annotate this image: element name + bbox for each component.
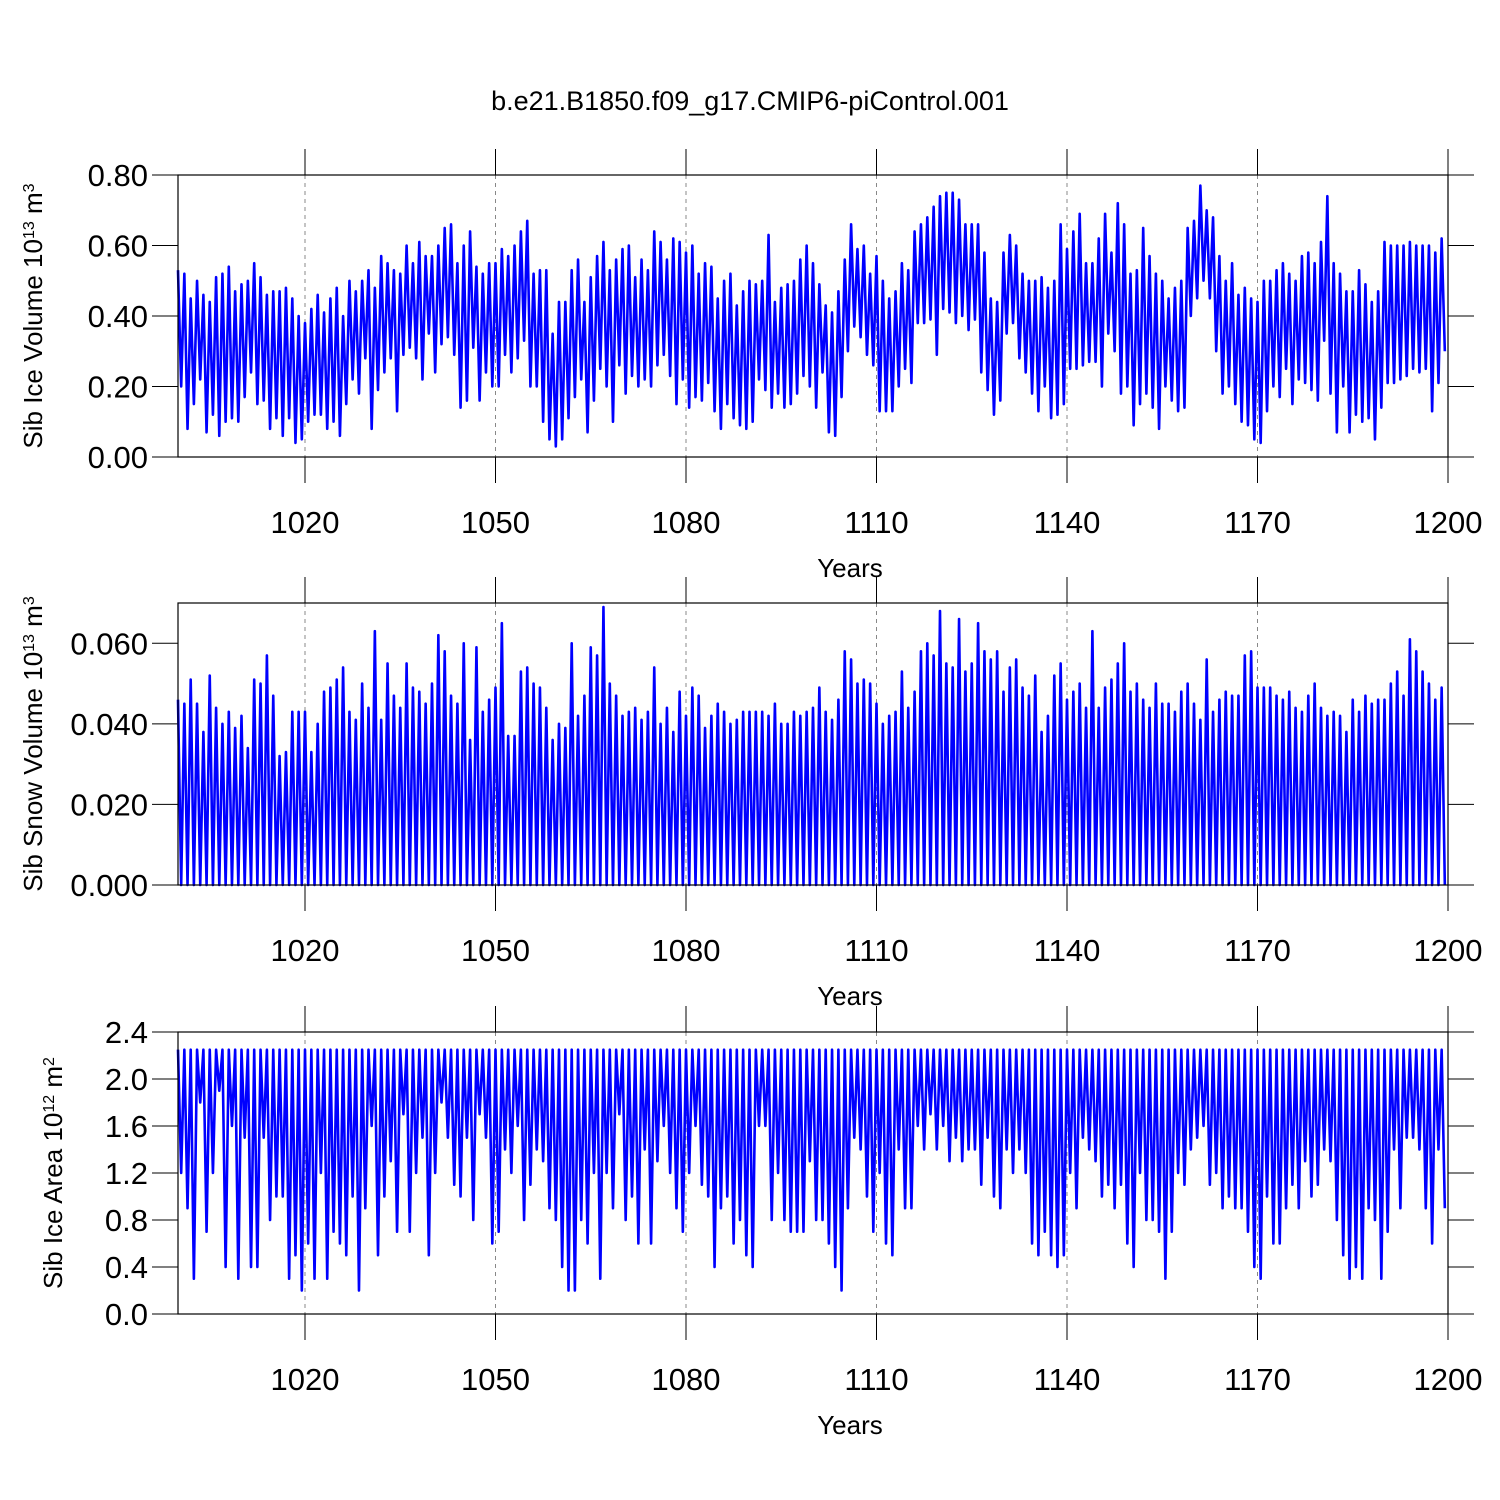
- y-tick-label: 0.8: [105, 1203, 148, 1238]
- x-tick-label: 1200: [1414, 505, 1483, 540]
- plot-frame: [177, 602, 1449, 886]
- y-tick-label: 0.60: [88, 229, 148, 264]
- y-tick-label: 1.2: [105, 1156, 148, 1191]
- y-tick-label: 0.000: [70, 868, 148, 903]
- y-tick-label: 0.020: [70, 787, 148, 822]
- x-tick-label: 1170: [1224, 933, 1291, 968]
- data-line: [176, 1048, 1447, 1292]
- y-label-space: [38, 1088, 68, 1095]
- y-label-unit: m: [38, 1066, 68, 1088]
- y-tick-label: 0.20: [88, 370, 148, 405]
- y-label-exponent: 13: [21, 221, 38, 239]
- y-tick-label: 0.060: [70, 626, 148, 661]
- y-label-text: Sib Snow Volume 10: [18, 652, 48, 892]
- y-tick-label: 0.0: [105, 1297, 148, 1332]
- y-label-exponent: 12: [41, 1095, 58, 1113]
- y-axis-label: Sib Ice Volume 1013 m3: [18, 183, 48, 448]
- x-tick-label: 1050: [461, 1362, 530, 1397]
- y-axis-label: Sib Snow Volume 1013 m3: [18, 596, 48, 892]
- x-tick-label: 1170: [1224, 505, 1291, 540]
- y-tick-label: 0.40: [88, 299, 148, 334]
- x-tick-label: 1050: [461, 505, 530, 540]
- y-label-text: Sib Ice Volume 10: [18, 239, 48, 449]
- y-tick-label: 2.0: [105, 1062, 148, 1097]
- plot-frame: [177, 174, 1449, 458]
- plot-frame: [177, 1031, 1449, 1315]
- x-tick-label: 1080: [652, 933, 721, 968]
- y-label-text: Sib Ice Area 10: [38, 1113, 68, 1289]
- x-tick-label: 1080: [652, 1362, 721, 1397]
- y-label-exponent: 13: [21, 634, 38, 652]
- data-line: [176, 605, 1447, 887]
- y-tick-label: 1.6: [105, 1109, 148, 1144]
- y-tick-label: 0.4: [105, 1250, 148, 1285]
- y-tick-label: 0.80: [88, 158, 148, 193]
- x-tick-label: 1140: [1034, 505, 1101, 540]
- y-tick-label: 2.4: [105, 1015, 148, 1050]
- x-tick-label: 1200: [1414, 1362, 1483, 1397]
- y-label-space: [18, 627, 48, 634]
- x-axis-label: Years: [817, 1410, 883, 1440]
- x-tick-label: 1020: [271, 933, 340, 968]
- x-tick-label: 1200: [1414, 933, 1483, 968]
- x-tick-label: 1020: [271, 1362, 340, 1397]
- x-tick-label: 1080: [652, 505, 721, 540]
- x-tick-label: 1170: [1224, 1362, 1291, 1397]
- y-label-unit: m: [18, 192, 48, 214]
- y-label-unit-exponent: 3: [21, 183, 38, 192]
- x-tick-label: 1050: [461, 933, 530, 968]
- x-tick-label: 1110: [844, 933, 908, 968]
- y-tick-label: 0.00: [88, 440, 148, 475]
- y-label-unit: m: [18, 605, 48, 627]
- x-tick-label: 1140: [1034, 1362, 1101, 1397]
- data-line: [176, 184, 1447, 448]
- y-label-unit-exponent: 3: [21, 596, 38, 605]
- y-tick-label: 0.040: [70, 707, 148, 742]
- y-axis-label: Sib Ice Area 1012 m2: [38, 1057, 68, 1289]
- x-tick-label: 1110: [844, 505, 908, 540]
- x-tick-label: 1140: [1034, 933, 1101, 968]
- chart-title: b.e21.B1850.f09_g17.CMIP6-piControl.001: [491, 86, 1009, 116]
- x-tick-label: 1020: [271, 505, 340, 540]
- y-label-space: [18, 214, 48, 221]
- y-label-unit-exponent: 2: [41, 1057, 58, 1066]
- x-axis-label: Years: [817, 553, 883, 583]
- x-axis-label: Years: [817, 981, 883, 1011]
- x-tick-label: 1110: [844, 1362, 908, 1397]
